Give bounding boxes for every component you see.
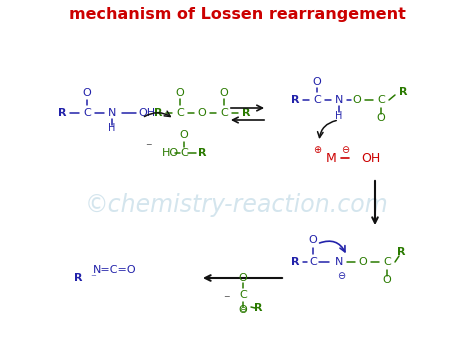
Text: ⊖: ⊖: [341, 145, 349, 155]
Text: ⁻: ⁻: [223, 294, 229, 307]
Text: H: H: [109, 123, 116, 133]
Text: R: R: [74, 273, 82, 283]
Text: O: O: [309, 235, 318, 245]
Text: R: R: [291, 257, 299, 267]
Text: R: R: [291, 95, 299, 105]
Text: ⊖: ⊖: [337, 271, 345, 281]
Text: ©chemistry-reaction.com: ©chemistry-reaction.com: [85, 193, 389, 217]
Text: OH: OH: [361, 151, 380, 164]
Text: O: O: [353, 95, 361, 105]
Text: O: O: [82, 88, 91, 98]
Text: R: R: [399, 87, 407, 97]
Text: O: O: [313, 77, 321, 87]
Text: R: R: [58, 108, 66, 118]
Text: N: N: [335, 95, 343, 105]
Text: C: C: [383, 257, 391, 267]
Text: C: C: [309, 257, 317, 267]
Text: O: O: [377, 113, 385, 123]
Text: C: C: [83, 108, 91, 118]
Text: N: N: [108, 108, 116, 118]
Text: H: H: [335, 111, 343, 121]
Text: M: M: [326, 151, 337, 164]
Text: O: O: [359, 257, 367, 267]
Text: HO: HO: [162, 148, 179, 158]
Text: N=C=O: N=C=O: [93, 265, 137, 275]
Text: C: C: [239, 290, 247, 300]
Text: C: C: [220, 108, 228, 118]
Text: O: O: [176, 88, 184, 98]
Text: O: O: [198, 108, 206, 118]
Text: O: O: [238, 273, 247, 283]
Text: ⊕: ⊕: [313, 145, 321, 155]
Text: O: O: [238, 305, 247, 315]
Text: O: O: [219, 88, 228, 98]
Text: ⁻: ⁻: [145, 142, 151, 154]
Text: N: N: [335, 257, 343, 267]
Text: mechanism of Lossen rearrangement: mechanism of Lossen rearrangement: [69, 6, 405, 21]
Text: O: O: [383, 275, 392, 285]
Text: R: R: [154, 108, 162, 118]
Text: O: O: [180, 130, 188, 140]
Text: C: C: [176, 108, 184, 118]
Text: R: R: [397, 247, 405, 257]
Text: C: C: [180, 148, 188, 158]
Text: ⊖: ⊖: [239, 305, 246, 314]
Text: OH: OH: [138, 108, 155, 118]
Text: R: R: [254, 303, 262, 313]
Text: C: C: [377, 95, 385, 105]
Text: R: R: [242, 108, 250, 118]
Text: ⁻: ⁻: [90, 273, 96, 283]
Text: C: C: [313, 95, 321, 105]
Text: R: R: [198, 148, 206, 158]
